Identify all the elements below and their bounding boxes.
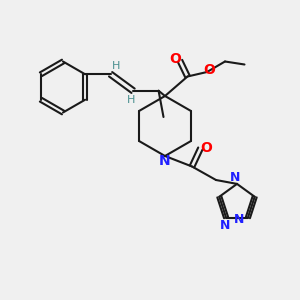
Text: H: H <box>127 95 135 105</box>
Text: H: H <box>112 61 120 71</box>
Text: O: O <box>203 64 215 77</box>
Text: N: N <box>234 212 245 226</box>
Text: N: N <box>230 171 241 184</box>
Text: N: N <box>219 218 230 232</box>
Text: O: O <box>200 141 212 155</box>
Text: O: O <box>169 52 181 66</box>
Text: N: N <box>159 154 171 167</box>
